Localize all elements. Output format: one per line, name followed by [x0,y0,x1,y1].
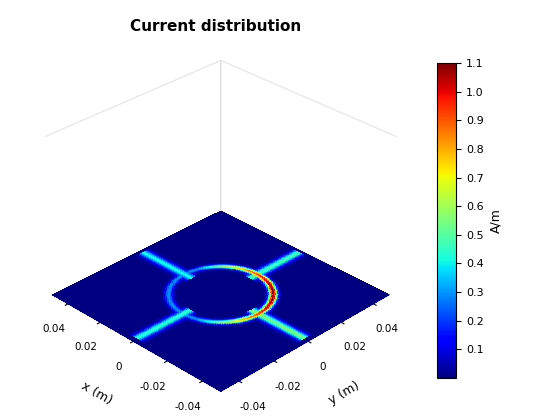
Title: Current distribution: Current distribution [130,18,301,34]
Y-axis label: x (m): x (m) [80,379,115,407]
Y-axis label: A/m: A/m [489,208,502,233]
X-axis label: y (m): y (m) [326,379,362,407]
